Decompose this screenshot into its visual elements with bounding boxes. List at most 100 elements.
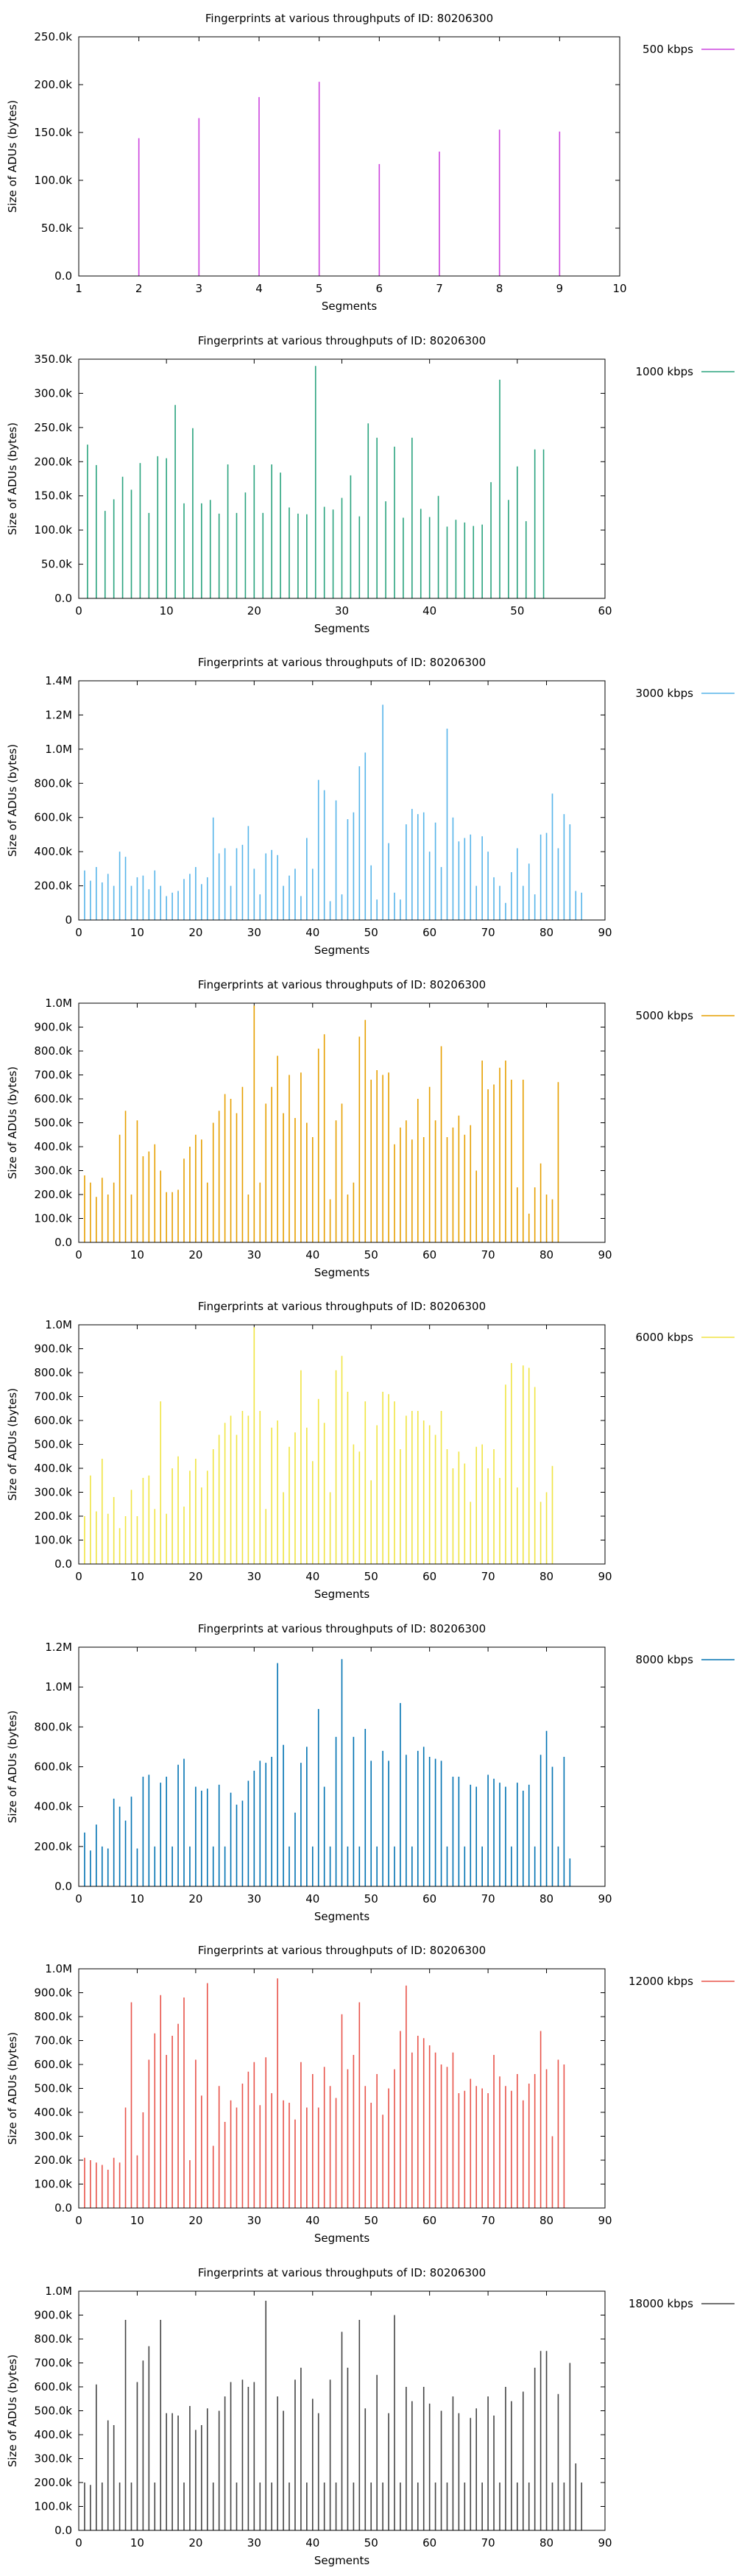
x-tick-label: 10 — [130, 1248, 144, 1262]
chart-title: Fingerprints at various throughputs of I… — [198, 334, 486, 347]
x-axis-label: Segments — [314, 622, 370, 635]
y-tick-label: 400.0k — [34, 1462, 72, 1475]
x-tick-label: 0 — [75, 604, 82, 618]
legend-label: 6000 kbps — [636, 1331, 694, 1344]
chart-panel: Fingerprints at various throughputs of I… — [0, 1610, 736, 1933]
chart-panel: Fingerprints at various throughputs of I… — [0, 1288, 736, 1610]
x-tick-label: 50 — [364, 2536, 378, 2550]
x-tick-label: 10 — [160, 604, 174, 618]
y-tick-label: 0.0 — [54, 1236, 72, 1249]
y-tick-label: 100.0k — [34, 2499, 72, 2513]
y-tick-label: 250.0k — [34, 30, 72, 43]
x-tick-label: 50 — [364, 926, 378, 939]
x-axis-label: Segments — [314, 1266, 370, 1279]
x-tick-label: 40 — [305, 1892, 319, 1906]
y-axis-label: Size of ADUs (bytes) — [6, 2354, 19, 2466]
x-tick-label: 50 — [364, 1248, 378, 1262]
x-tick-label: 40 — [305, 926, 319, 939]
chart-title: Fingerprints at various throughputs of I… — [205, 12, 493, 25]
plot-frame — [78, 1324, 606, 1565]
y-tick-label: 100.0k — [34, 174, 72, 187]
y-tick-label: 200.0k — [34, 455, 72, 468]
x-tick-label: 5 — [316, 282, 323, 295]
y-tick-label: 600.0k — [34, 811, 72, 824]
y-tick-label: 200.0k — [34, 2476, 72, 2489]
legend-label: 500 kbps — [643, 43, 693, 56]
x-tick-label: 10 — [130, 1570, 144, 1583]
y-tick-label: 150.0k — [34, 126, 72, 139]
y-tick-label: 300.0k — [34, 1164, 72, 1177]
y-tick-label: 1.4M — [45, 674, 72, 687]
y-axis-label: Size of ADUs (bytes) — [6, 744, 19, 857]
y-tick-label: 150.0k — [34, 489, 72, 502]
y-axis-label: Size of ADUs (bytes) — [6, 422, 19, 534]
y-tick-label: 200.0k — [34, 1839, 72, 1853]
x-tick-label: 20 — [247, 604, 261, 618]
chart-title: Fingerprints at various throughputs of I… — [198, 1622, 486, 1635]
chart-title: Fingerprints at various throughputs of I… — [198, 978, 486, 991]
y-tick-label: 0.0 — [54, 1557, 72, 1571]
plot-frame — [78, 36, 620, 277]
y-tick-label: 250.0k — [34, 420, 72, 434]
x-tick-label: 3 — [196, 282, 203, 295]
y-tick-label: 100.0k — [34, 2178, 72, 2191]
y-tick-label: 500.0k — [34, 2404, 72, 2417]
x-tick-label: 90 — [598, 926, 612, 939]
y-tick-label: 200.0k — [34, 880, 72, 893]
x-tick-label: 40 — [305, 2214, 319, 2227]
y-tick-label: 0.0 — [54, 269, 72, 283]
legend-label: 3000 kbps — [636, 687, 694, 700]
x-tick-label: 90 — [598, 2536, 612, 2550]
x-axis-label: Segments — [322, 300, 378, 313]
x-tick-label: 60 — [422, 1570, 436, 1583]
x-tick-label: 70 — [481, 926, 495, 939]
x-tick-label: 40 — [305, 1248, 319, 1262]
x-tick-label: 20 — [188, 926, 202, 939]
x-tick-label: 90 — [598, 1248, 612, 1262]
chart-title: Fingerprints at various throughputs of I… — [198, 656, 486, 669]
x-tick-label: 10 — [612, 282, 626, 295]
y-tick-label: 50.0k — [41, 557, 72, 570]
plot-frame — [78, 1968, 606, 2209]
y-tick-label: 400.0k — [34, 1800, 72, 1813]
x-tick-label: 30 — [247, 1570, 261, 1583]
plot-frame — [78, 1646, 606, 1886]
legend-label: 12000 kbps — [629, 1975, 693, 1988]
y-tick-label: 900.0k — [34, 1020, 72, 1033]
y-tick-label: 600.0k — [34, 2058, 72, 2071]
x-tick-label: 1 — [75, 282, 82, 295]
y-tick-label: 600.0k — [34, 1760, 72, 1773]
x-tick-label: 90 — [598, 2214, 612, 2227]
x-tick-label: 40 — [422, 604, 436, 618]
y-tick-label: 800.0k — [34, 1720, 72, 1733]
chart-svg: Fingerprints at various throughputs of I… — [6, 12, 735, 313]
x-tick-label: 0 — [75, 1248, 82, 1262]
y-tick-label: 600.0k — [34, 1414, 72, 1427]
x-tick-label: 20 — [188, 1570, 202, 1583]
y-tick-label: 200.0k — [34, 2154, 72, 2167]
x-tick-label: 30 — [247, 1248, 261, 1262]
y-tick-label: 200.0k — [34, 1188, 72, 1201]
y-tick-label: 1.2M — [45, 1641, 72, 1654]
y-tick-label: 400.0k — [34, 2106, 72, 2119]
legend-label: 1000 kbps — [636, 365, 694, 378]
y-tick-label: 700.0k — [34, 2356, 72, 2369]
chart-panel: Fingerprints at various throughputs of I… — [0, 966, 736, 1289]
y-tick-label: 900.0k — [34, 1986, 72, 2000]
chart-title: Fingerprints at various throughputs of I… — [198, 1944, 486, 1957]
y-tick-label: 900.0k — [34, 2308, 72, 2321]
x-tick-label: 9 — [556, 282, 564, 295]
x-tick-label: 80 — [539, 1570, 553, 1583]
y-tick-label: 1.0M — [45, 743, 72, 756]
y-tick-label: 1.0M — [45, 997, 72, 1010]
x-tick-label: 4 — [255, 282, 263, 295]
x-tick-label: 60 — [422, 2536, 436, 2550]
y-tick-label: 400.0k — [34, 845, 72, 858]
y-tick-label: 300.0k — [34, 1486, 72, 1499]
y-tick-label: 800.0k — [34, 2010, 72, 2023]
y-axis-label: Size of ADUs (bytes) — [6, 100, 19, 213]
x-tick-label: 20 — [188, 1248, 202, 1262]
y-tick-label: 0.0 — [54, 592, 72, 605]
x-tick-label: 50 — [364, 1892, 378, 1906]
